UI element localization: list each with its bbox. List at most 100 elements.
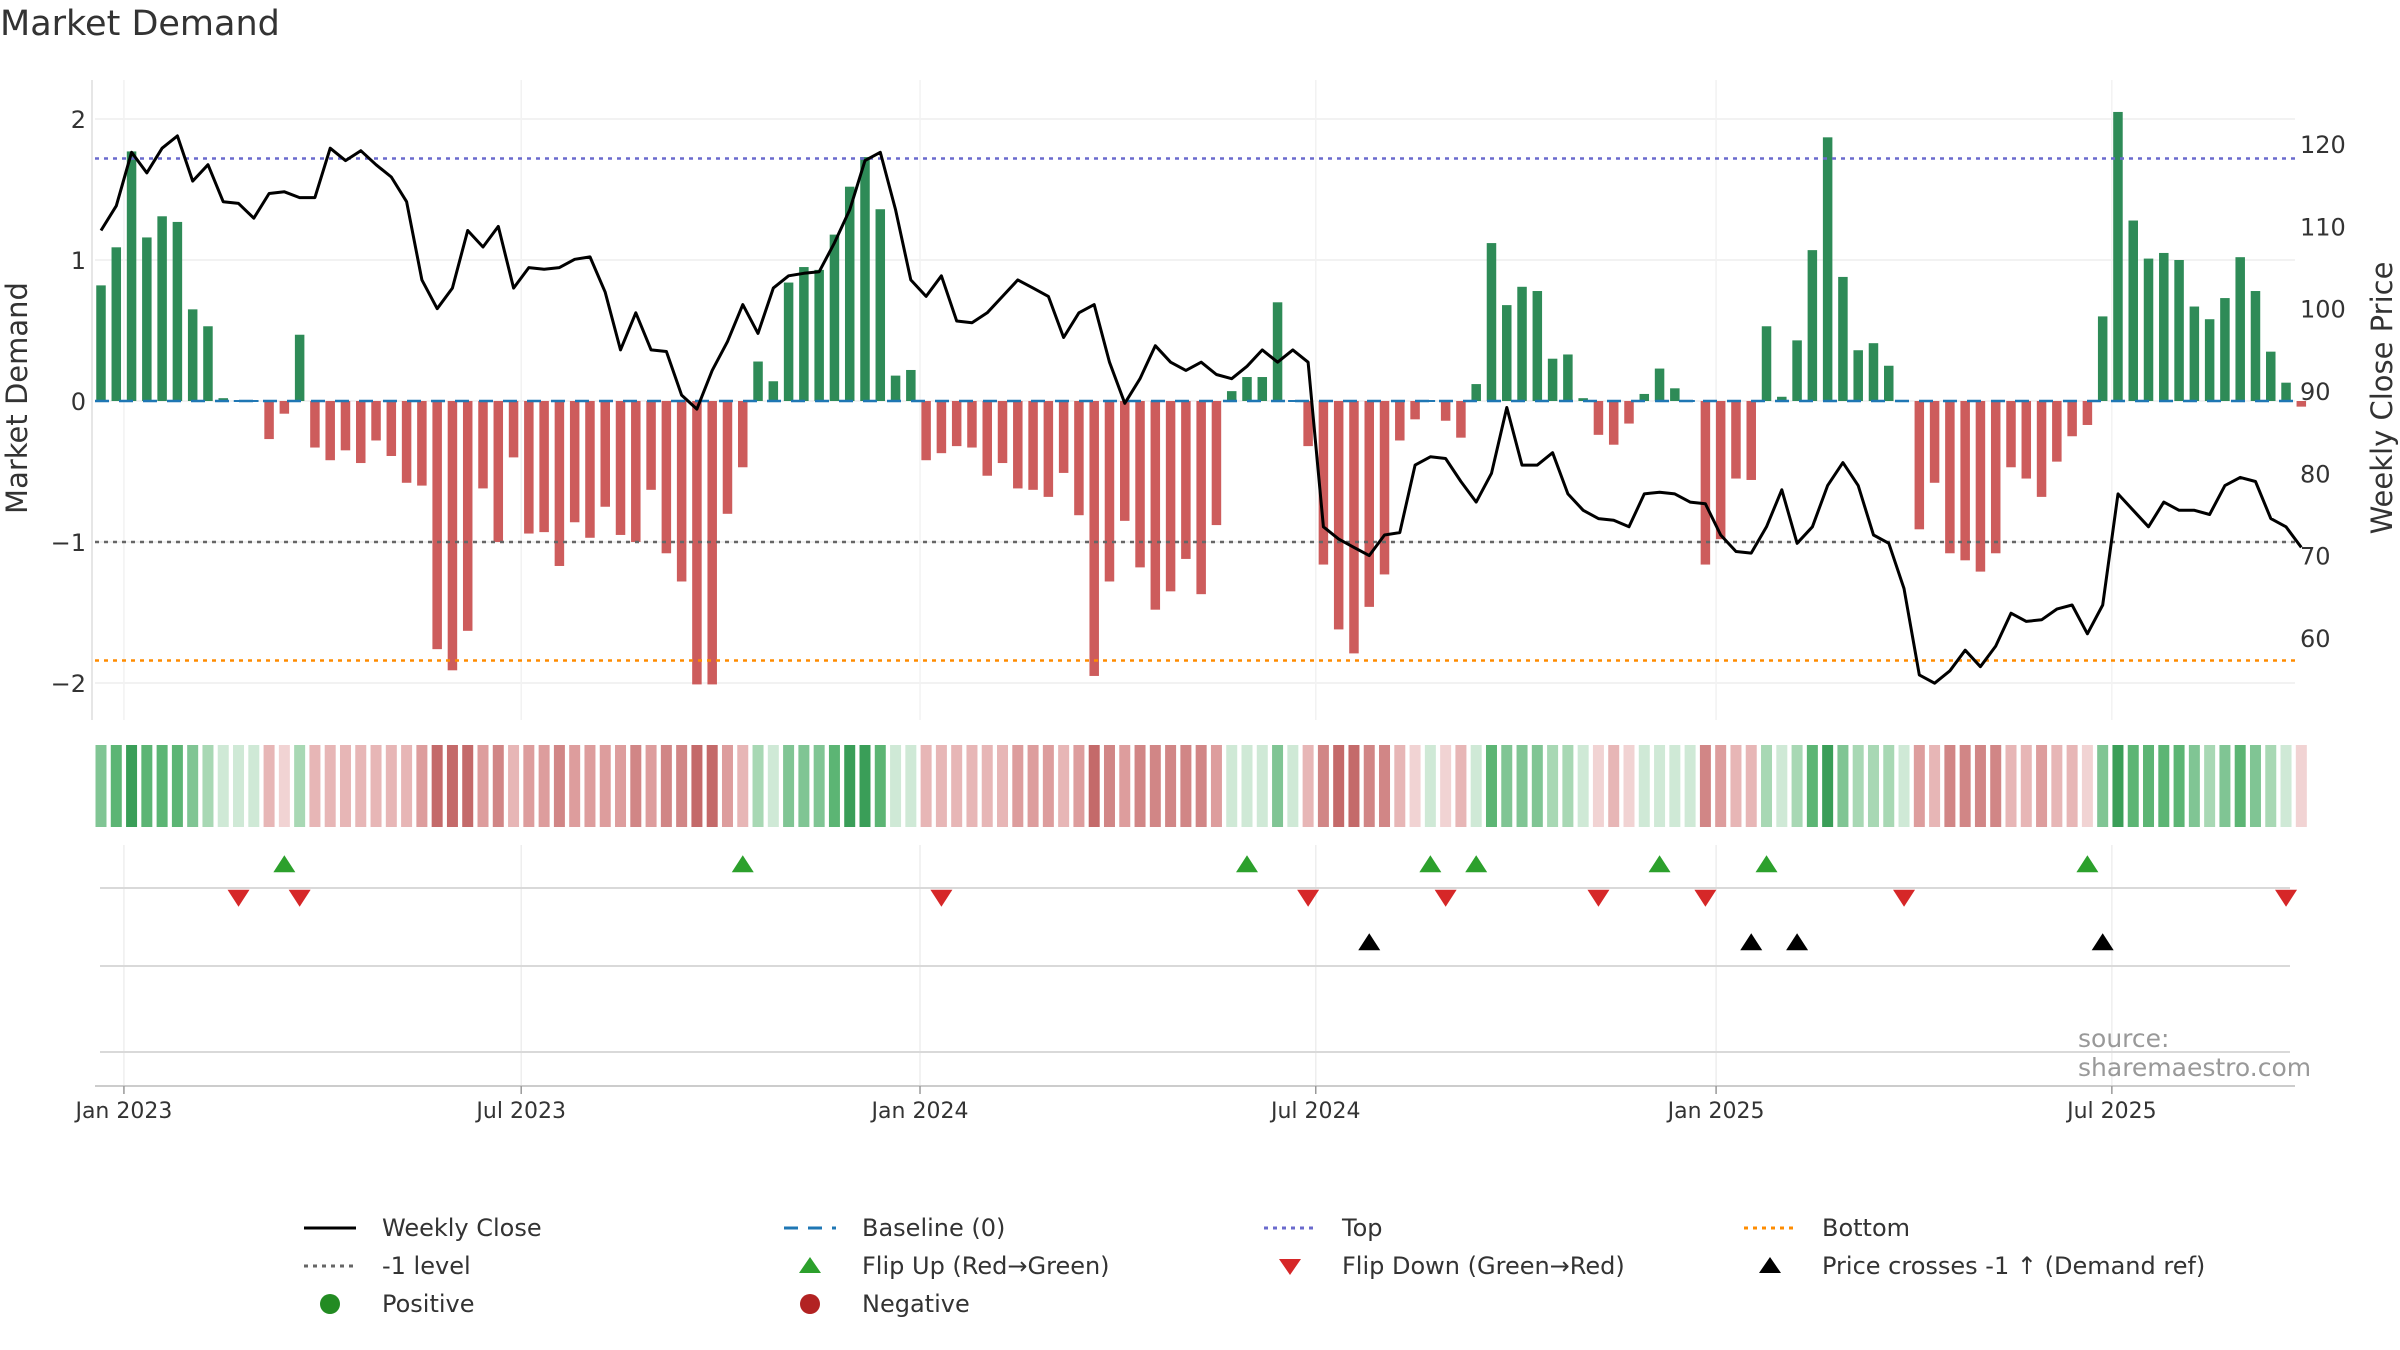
heat-cell <box>1348 745 1360 827</box>
legend-item: Top <box>1260 1209 1383 1247</box>
heat-cell <box>1440 745 1452 827</box>
demand-bar <box>2189 306 2200 401</box>
heat-cell <box>1042 745 1054 827</box>
legend-item: Negative <box>780 1285 970 1323</box>
heat-cell <box>1088 745 1100 827</box>
demand-bar <box>539 401 549 533</box>
heat-cell <box>676 745 688 827</box>
demand-bar <box>233 400 244 402</box>
heat-cell <box>874 745 886 827</box>
heat-cell <box>1654 745 1666 827</box>
flip-up-marker <box>1465 855 1488 873</box>
demand-bar <box>1792 340 1802 401</box>
right-tick-label: 60 <box>2300 625 2331 653</box>
heat-cell <box>1302 745 1314 827</box>
demand-bar <box>1945 401 1955 554</box>
heat-cell <box>1333 745 1345 827</box>
demand-bar <box>447 401 458 671</box>
heat-cell <box>1608 745 1620 827</box>
heat-cell <box>171 745 183 827</box>
demand-bar <box>249 400 259 402</box>
heat-cell <box>370 745 382 827</box>
heat-cell <box>1134 745 1146 827</box>
heat-cell <box>1287 745 1299 827</box>
legend-label: Positive <box>382 1290 475 1318</box>
heat-cell <box>187 745 199 827</box>
demand-bar <box>799 267 809 401</box>
heat-cell <box>2020 745 2032 827</box>
demand-bars <box>96 111 2307 685</box>
legend-item: Positive <box>300 1285 475 1323</box>
x-tick-label: Jul 2023 <box>474 1099 566 1124</box>
legend: Weekly Close Baseline (0) Top Bottom -1 leve… <box>300 1205 2280 1325</box>
demand-bar <box>1838 276 1848 401</box>
heat-cell <box>1485 745 1497 827</box>
demand-bar <box>1074 401 1084 516</box>
flip-up-marker <box>1236 855 1258 873</box>
heat-cell <box>569 745 581 827</box>
flip-up-marker <box>273 855 296 873</box>
left-tick-label: 2 <box>71 106 86 134</box>
demand-bar <box>1608 401 1619 445</box>
demand-bar <box>1471 384 1481 401</box>
heat-cell <box>1699 745 1711 827</box>
heat-cell <box>1195 745 1207 827</box>
demand-bar <box>203 326 213 401</box>
demand-bar <box>1761 326 1772 401</box>
flip-down-marker <box>930 889 953 907</box>
demand-bar <box>1440 401 1451 421</box>
heat-cell <box>1256 745 1268 827</box>
heat-cell <box>355 745 367 827</box>
demand-bar <box>1868 343 1879 401</box>
left-axis: −2 −1 0 1 2 <box>51 106 86 698</box>
legend-item: Flip Down (Green→Red) <box>1260 1247 1625 1285</box>
demand-bar <box>1822 137 1833 401</box>
demand-bar <box>493 401 504 542</box>
x-tick-label: Jan 2024 <box>870 1099 969 1124</box>
dot-red-icon <box>800 1294 820 1314</box>
demand-bar <box>1226 391 1237 401</box>
signal-markers <box>227 855 2298 951</box>
legend-item: -1 level <box>300 1247 471 1285</box>
demand-bar <box>936 401 947 454</box>
demand-bar <box>1532 291 1543 401</box>
heat-cell <box>309 745 321 827</box>
demand-bar <box>2036 401 2047 497</box>
left-tick-label: −2 <box>51 670 86 698</box>
demand-bar <box>2250 291 2261 401</box>
line-dot-purple-icon <box>1264 1226 1316 1230</box>
demand-bar <box>1517 286 1527 401</box>
heat-cell <box>981 745 993 827</box>
demand-bar <box>1165 401 1176 592</box>
demand-bar <box>1456 401 1466 438</box>
heat-cell <box>1103 745 1115 827</box>
demand-bar <box>951 401 962 447</box>
demand-bar <box>738 401 748 468</box>
heat-cell <box>1669 745 1681 827</box>
demand-bar <box>1929 401 1940 483</box>
heat-cell <box>217 745 229 827</box>
heat-cell <box>202 745 214 827</box>
heat-cell <box>737 745 749 827</box>
heat-cell <box>95 745 107 827</box>
demand-bar <box>676 401 687 582</box>
demand-bar <box>1654 368 1665 401</box>
heat-cell <box>2036 745 2048 827</box>
heat-cell <box>1638 745 1650 827</box>
demand-bar <box>371 401 381 441</box>
heat-cell <box>110 745 122 827</box>
heat-cell <box>2188 745 2200 827</box>
legend-label: Baseline (0) <box>862 1214 1006 1242</box>
heat-cell <box>431 745 443 827</box>
flip-up-marker <box>1648 855 1671 873</box>
heat-cell <box>1776 745 1788 827</box>
heat-cell <box>401 745 413 827</box>
heat-cell <box>1852 745 1864 827</box>
demand-bar <box>1349 401 1359 654</box>
demand-bar <box>294 334 305 401</box>
demand-bar <box>1318 401 1329 565</box>
heat-cell <box>767 745 779 827</box>
heat-cell <box>1455 745 1467 827</box>
demand-bar <box>722 401 733 514</box>
demand-bar <box>1410 401 1420 420</box>
